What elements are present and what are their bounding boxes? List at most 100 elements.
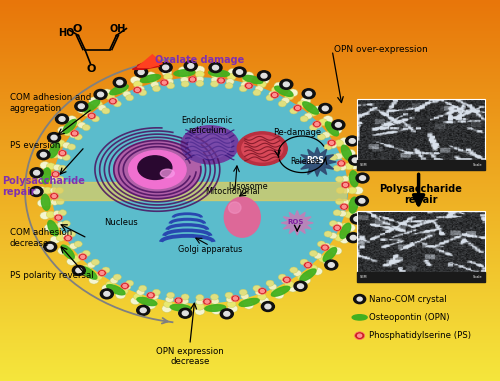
Circle shape xyxy=(258,288,266,294)
Ellipse shape xyxy=(160,169,174,178)
Circle shape xyxy=(300,259,308,265)
Circle shape xyxy=(346,149,356,157)
Circle shape xyxy=(180,77,188,83)
Circle shape xyxy=(52,195,56,198)
Circle shape xyxy=(68,231,76,237)
Circle shape xyxy=(314,122,322,128)
Circle shape xyxy=(196,299,204,305)
Text: Scale: Scale xyxy=(472,163,482,167)
Circle shape xyxy=(322,132,330,138)
Circle shape xyxy=(253,90,261,96)
Circle shape xyxy=(78,254,87,260)
Text: Phosphatidylserine (PS): Phosphatidylserine (PS) xyxy=(368,331,470,340)
Circle shape xyxy=(152,86,160,92)
Circle shape xyxy=(332,120,345,130)
Ellipse shape xyxy=(243,75,262,83)
Circle shape xyxy=(278,101,286,107)
Text: PS polarity reversal: PS polarity reversal xyxy=(10,271,94,280)
Circle shape xyxy=(330,141,334,144)
Circle shape xyxy=(51,176,59,182)
Ellipse shape xyxy=(272,286,290,296)
Circle shape xyxy=(288,284,298,292)
Circle shape xyxy=(146,292,155,299)
Circle shape xyxy=(318,134,326,140)
Circle shape xyxy=(76,268,82,273)
Circle shape xyxy=(340,203,348,210)
Text: Mitochondrial: Mitochondrial xyxy=(205,187,260,196)
Circle shape xyxy=(92,259,100,265)
Circle shape xyxy=(116,80,122,85)
Circle shape xyxy=(324,144,332,150)
Circle shape xyxy=(136,289,144,295)
Circle shape xyxy=(272,288,280,295)
Text: Nano-COM crystal: Nano-COM crystal xyxy=(368,295,446,304)
Circle shape xyxy=(341,176,349,182)
Circle shape xyxy=(176,299,180,302)
Circle shape xyxy=(58,126,68,134)
Circle shape xyxy=(108,98,117,104)
Ellipse shape xyxy=(170,304,191,311)
Circle shape xyxy=(40,162,50,169)
Ellipse shape xyxy=(110,85,128,95)
Ellipse shape xyxy=(274,86,293,96)
Circle shape xyxy=(329,233,337,239)
Circle shape xyxy=(134,81,142,88)
Circle shape xyxy=(56,234,65,241)
Circle shape xyxy=(329,142,337,148)
Text: Release: Release xyxy=(290,157,320,166)
Circle shape xyxy=(44,175,53,182)
Circle shape xyxy=(74,241,82,247)
Circle shape xyxy=(306,264,310,267)
Circle shape xyxy=(181,81,189,87)
Circle shape xyxy=(258,81,266,88)
Bar xyxy=(357,160,484,170)
Circle shape xyxy=(98,270,106,276)
Circle shape xyxy=(236,70,242,74)
Circle shape xyxy=(358,334,362,337)
Circle shape xyxy=(334,222,342,228)
Circle shape xyxy=(48,133,60,142)
Circle shape xyxy=(34,170,40,175)
Circle shape xyxy=(64,245,72,252)
Circle shape xyxy=(134,293,142,300)
Circle shape xyxy=(123,285,127,288)
Circle shape xyxy=(219,79,223,82)
Circle shape xyxy=(136,86,144,92)
Circle shape xyxy=(352,158,358,163)
Circle shape xyxy=(260,290,264,293)
Circle shape xyxy=(43,187,52,194)
Circle shape xyxy=(340,223,349,230)
Circle shape xyxy=(220,309,234,319)
Ellipse shape xyxy=(300,269,316,281)
Circle shape xyxy=(116,82,126,90)
Circle shape xyxy=(310,125,318,131)
Circle shape xyxy=(233,67,246,77)
Circle shape xyxy=(261,74,267,78)
Circle shape xyxy=(304,113,312,119)
Circle shape xyxy=(258,293,266,300)
Circle shape xyxy=(242,77,252,83)
Circle shape xyxy=(82,109,91,116)
Circle shape xyxy=(356,196,368,206)
Circle shape xyxy=(164,74,172,80)
Circle shape xyxy=(94,90,107,99)
Text: Lysosome: Lysosome xyxy=(228,182,268,191)
Circle shape xyxy=(350,214,364,224)
Circle shape xyxy=(296,106,300,109)
Circle shape xyxy=(70,132,78,138)
Circle shape xyxy=(130,76,140,84)
Circle shape xyxy=(72,255,81,262)
Circle shape xyxy=(352,174,362,182)
Circle shape xyxy=(58,165,66,171)
Circle shape xyxy=(72,132,76,135)
Circle shape xyxy=(353,187,363,194)
Circle shape xyxy=(288,89,298,97)
Circle shape xyxy=(333,210,341,216)
Circle shape xyxy=(90,114,94,117)
Circle shape xyxy=(328,263,334,267)
Circle shape xyxy=(285,281,294,288)
Circle shape xyxy=(60,152,64,155)
Circle shape xyxy=(298,274,306,280)
Circle shape xyxy=(77,106,87,114)
Circle shape xyxy=(114,274,122,280)
